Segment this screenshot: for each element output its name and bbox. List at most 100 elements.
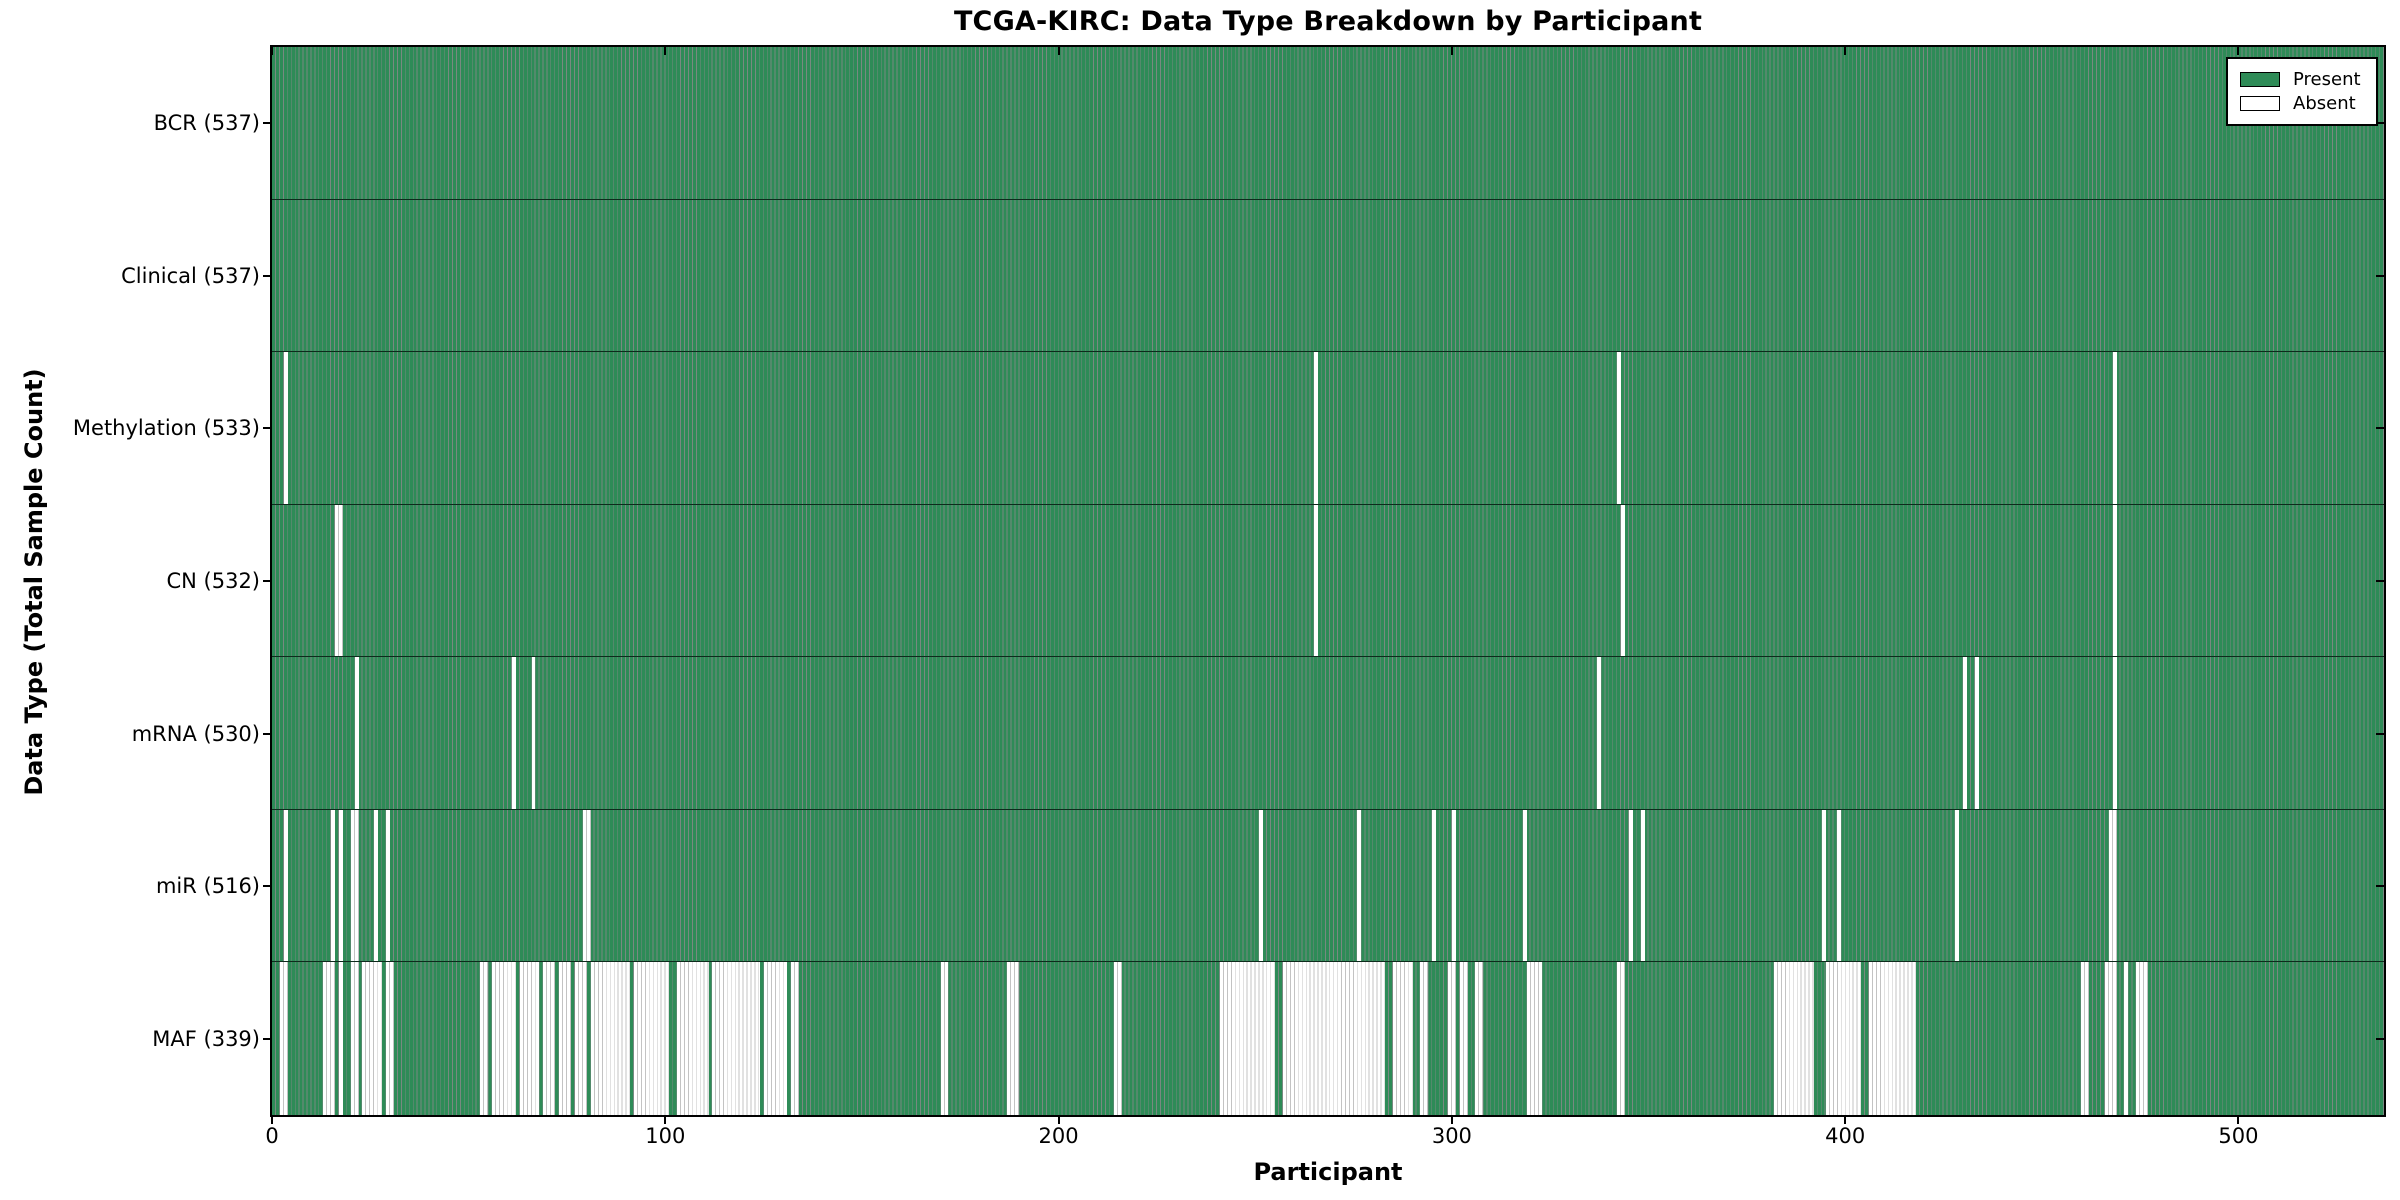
absent-gap-MAF — [492, 962, 516, 1115]
legend-item-present: Present — [2240, 67, 2366, 91]
right-tick — [2376, 1037, 2384, 1040]
top-tick — [271, 47, 273, 55]
absent-gap-miR — [582, 809, 591, 962]
row-Clinical — [272, 199, 2384, 353]
absent-gap-MAF — [712, 962, 760, 1115]
absent-gap-MAF — [2124, 962, 2129, 1115]
absent-gap-miR — [1432, 809, 1437, 962]
absent-gap-mRNA — [531, 657, 536, 809]
absent-gap-MAF — [1113, 962, 1122, 1115]
right-tick — [2376, 122, 2384, 125]
absent-gap-mRNA — [1597, 657, 1602, 809]
absent-gap-MAF — [763, 962, 788, 1115]
absent-gap-miR — [1640, 809, 1645, 962]
left-tick — [263, 885, 272, 888]
row-mRNA — [272, 657, 2384, 810]
chart-title: TCGA-KIRC: Data Type Breakdown by Partic… — [953, 6, 1703, 37]
left-tick — [263, 274, 272, 277]
absent-gap-MAF — [386, 962, 394, 1115]
top-tick — [664, 47, 667, 55]
y-tick-label-Methylation: Methylation (533) — [72, 416, 260, 441]
absent-gap-miR — [350, 809, 359, 962]
x-tick-label-200: 200 — [1038, 1124, 1079, 1148]
x-axis-label: Participant — [1253, 1158, 1403, 1186]
absent-gap-MAF — [2081, 962, 2090, 1115]
absent-gap-MAF — [1447, 962, 1456, 1115]
absent-gap-MAF — [338, 962, 343, 1115]
bottom-tick — [1844, 1115, 1847, 1124]
plot-area — [272, 47, 2384, 1115]
absent-gap-miR — [1837, 809, 1842, 962]
absent-gap-MAF — [559, 962, 571, 1115]
bottom-tick — [271, 1115, 273, 1124]
absent-gap-MAF — [1825, 962, 1861, 1115]
right-tick — [2376, 580, 2384, 582]
absent-gap-MAF — [543, 962, 556, 1115]
absent-gap-MAF — [1617, 962, 1625, 1115]
absent-gap-miR — [386, 809, 390, 962]
absent-gap-MAF — [791, 962, 799, 1115]
absent-gap-MAF — [279, 962, 288, 1115]
legend-item-absent: Absent — [2240, 91, 2366, 115]
y-tick-label-MAF: MAF (339) — [152, 1026, 260, 1051]
absent-gap-MAF — [1219, 962, 1275, 1115]
absent-gap-miR — [283, 809, 288, 962]
y-tick-label-Clinical: Clinical (537) — [121, 263, 260, 288]
present-swatch — [2240, 71, 2280, 87]
bottom-tick — [1450, 1115, 1453, 1124]
absent-gap-MAF — [1526, 962, 1543, 1115]
bottom-tick — [1057, 1115, 1060, 1124]
absent-gap-MAF — [1868, 962, 1916, 1115]
row-BCR — [272, 47, 2384, 200]
absent-gap-MAF — [2136, 962, 2149, 1115]
y-tick-label-BCR: BCR (537) — [153, 111, 260, 136]
top-tick — [2237, 47, 2240, 55]
absent-gap-MAF — [1420, 962, 1429, 1115]
absent-gap-mRNA — [354, 657, 359, 809]
absent-gap-mRNA — [2112, 657, 2117, 809]
absent-gap-MAF — [519, 962, 540, 1115]
left-tick — [263, 1037, 272, 1040]
absent-gap-MAF — [480, 962, 489, 1115]
absent-gap-MAF — [350, 962, 359, 1115]
absent-gap-MAF — [574, 962, 587, 1115]
absent-gap-CN — [1621, 504, 1625, 657]
legend: Present Absent — [2226, 57, 2378, 126]
y-tick-label-CN: CN (532) — [166, 569, 260, 593]
top-tick — [1450, 47, 1453, 55]
left-tick — [263, 580, 272, 582]
row-miR — [272, 809, 2384, 963]
absent-gap-CN — [2112, 504, 2117, 657]
row-MAF — [272, 962, 2384, 1115]
bottom-tick — [2237, 1115, 2240, 1124]
row-Methylation — [272, 352, 2384, 505]
right-tick — [2376, 427, 2384, 430]
absent-gap-Methylation — [2112, 352, 2117, 504]
absent-gap-MAF — [1282, 962, 1386, 1115]
absent-gap-MAF — [362, 962, 383, 1115]
absent-gap-Methylation — [283, 352, 288, 504]
absent-gap-miR — [1628, 809, 1633, 962]
absent-gap-MAF — [1774, 962, 1814, 1115]
left-tick — [263, 427, 272, 430]
absent-gap-miR — [1357, 809, 1362, 962]
absent-gap-MAF — [1475, 962, 1484, 1115]
y-tick-label-mRNA: mRNA (530) — [131, 721, 260, 746]
absent-gap-Methylation — [1314, 352, 1319, 504]
absent-gap-MAF — [323, 962, 335, 1115]
absent-gap-MAF — [633, 962, 670, 1115]
absent-gap-MAF — [1007, 962, 1020, 1115]
absent-gap-MAF — [2104, 962, 2117, 1115]
absent-gap-MAF — [940, 962, 949, 1115]
absent-gap-MAF — [1392, 962, 1413, 1115]
absent-gap-miR — [1955, 809, 1960, 962]
absent-gap-MAF — [677, 962, 709, 1115]
absent-gap-mRNA — [511, 657, 516, 809]
absent-gap-mRNA — [1974, 657, 1979, 809]
x-tick-label-100: 100 — [645, 1124, 686, 1148]
row-CN — [272, 504, 2384, 658]
legend-label-absent: Absent — [2293, 92, 2356, 114]
right-tick — [2376, 885, 2384, 888]
absent-gap-miR — [338, 809, 343, 962]
